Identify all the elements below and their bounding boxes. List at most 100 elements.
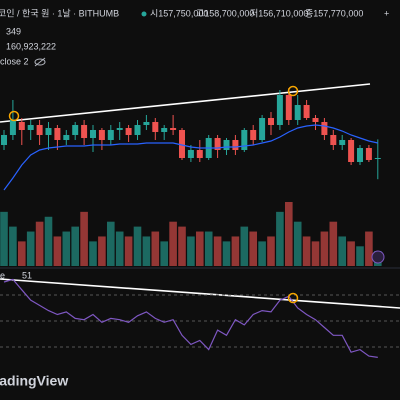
volume-bar [258, 241, 266, 266]
volume-bar [80, 211, 88, 266]
candle-body [348, 140, 355, 162]
volume-bar [347, 241, 355, 266]
candle-body [9, 120, 16, 135]
volume-bar [133, 226, 142, 266]
volume-bar [9, 226, 17, 266]
volume-bar [0, 211, 8, 266]
candle-body [259, 118, 266, 140]
candle-body [161, 128, 168, 132]
candle-body [143, 122, 150, 125]
candle-body [374, 158, 381, 159]
volume-bar [89, 241, 97, 266]
candle-body [294, 105, 301, 120]
candle-body [196, 150, 203, 158]
logo: TradingView [0, 373, 68, 389]
candle-body [250, 130, 257, 140]
candle-body [125, 128, 132, 135]
volume-bar [231, 236, 240, 266]
pivot-marker [8, 110, 20, 122]
candle-body [339, 140, 346, 145]
ma-label: 160,923,222 [6, 41, 56, 51]
volume-bar [222, 241, 231, 266]
volume-bar [160, 241, 168, 266]
volume-bar [338, 236, 346, 266]
volume-bar [302, 236, 311, 266]
pivot-marker [287, 292, 299, 304]
volume-bar [151, 231, 160, 266]
volume-bar [44, 216, 53, 266]
volume-bar [18, 241, 26, 266]
candle-body [98, 130, 105, 140]
trend-line [0, 83, 371, 123]
volume-bar [62, 231, 71, 266]
volume-bar [249, 231, 257, 266]
status-dot [141, 11, 147, 17]
volume-label: 349 [6, 26, 21, 36]
candle-body [152, 122, 159, 132]
candle-body [303, 105, 310, 118]
candle-body [170, 128, 177, 130]
rsi-name: e [0, 270, 5, 280]
candle-body [18, 122, 25, 130]
candle-body [90, 130, 96, 138]
rsi-value: 51 [22, 270, 32, 280]
candle-body [63, 135, 70, 140]
candle-body [134, 125, 141, 135]
rsi-line [3, 278, 378, 358]
volume-bar [293, 221, 302, 266]
symbol: 코인 / 한국 원 · 1날 · BITHUMB [0, 8, 119, 18]
indicator-icon[interactable] [371, 250, 385, 264]
volume-bar [35, 221, 44, 266]
ohlc-open: 시157,750,000 [150, 8, 208, 18]
candle-body [312, 118, 319, 122]
candle-body [241, 130, 248, 150]
candle-body [214, 138, 221, 150]
candle-body [365, 148, 372, 160]
volume-bar [267, 236, 275, 266]
volume-bar [276, 211, 284, 266]
ma-line [3, 124, 378, 191]
candle-body [285, 95, 292, 120]
rsi-trend-line [0, 278, 400, 309]
ohlc-high: 고158,700,000 [196, 8, 254, 18]
candle-body [232, 140, 239, 150]
volume-bar [365, 231, 373, 266]
eye-icon[interactable] [34, 57, 46, 67]
volume-bar [320, 231, 329, 266]
candle-body [36, 125, 43, 135]
volume-bar [178, 226, 186, 266]
candle-body [187, 150, 194, 158]
candle-body [27, 125, 34, 130]
candle-body [330, 135, 337, 145]
volume-bar [204, 231, 213, 266]
ohlc-change: + [384, 8, 389, 18]
ohlc-close: 종157,770,000 [305, 8, 363, 18]
volume-bar [124, 236, 133, 266]
candle-body [268, 118, 274, 125]
volume-bar [169, 221, 177, 266]
candle-body [72, 125, 79, 135]
volume-bar [107, 221, 115, 266]
volume-bar [285, 202, 293, 266]
volume-bar [240, 226, 249, 266]
volume-bar [196, 231, 204, 266]
candle-body [107, 130, 114, 140]
volume-bar [187, 236, 195, 266]
volume-bar [53, 236, 62, 266]
volume-bar [329, 221, 338, 266]
candle-body [54, 128, 61, 140]
candle-body [81, 125, 88, 138]
volume-bar [311, 241, 320, 266]
candle-body [1, 135, 7, 145]
candle-body [116, 128, 123, 130]
rsi-source: close 2 [0, 56, 29, 66]
candle-body [276, 95, 283, 125]
volume-bar [115, 231, 124, 266]
candle-body [179, 130, 185, 158]
volume-bar [356, 246, 364, 266]
pivot-marker [287, 85, 299, 97]
candle-body [357, 148, 363, 162]
volume-bar [213, 236, 222, 266]
